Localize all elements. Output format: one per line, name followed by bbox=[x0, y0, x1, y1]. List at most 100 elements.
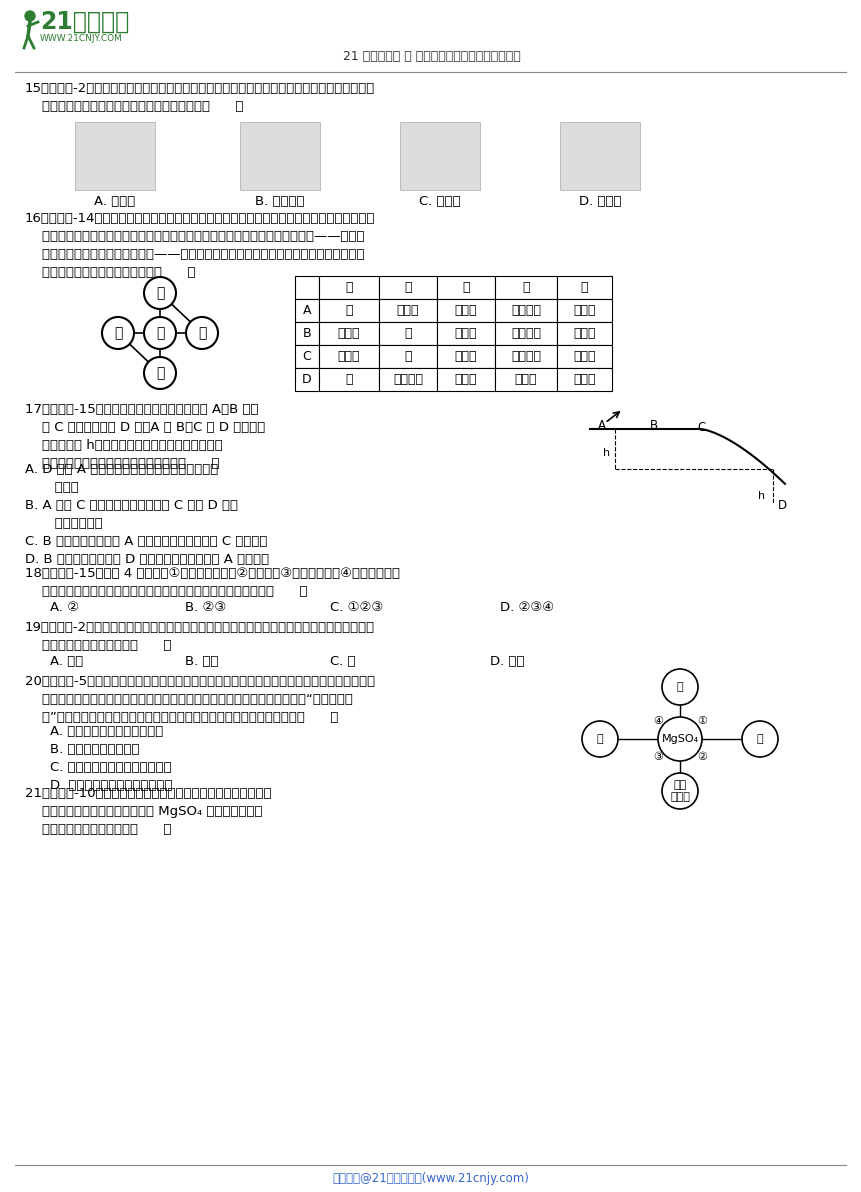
Text: 成饥饿或饱腹感的器官是（      ）: 成饥饿或饱腹感的器官是（ ） bbox=[25, 639, 171, 652]
Text: 到 C 点滑出下落至 D 点。A 和 B、C 和 D 之间的垂: 到 C 点滑出下落至 D 点。A 和 B、C 和 D 之间的垂 bbox=[25, 421, 265, 434]
Bar bbox=[319, 299, 379, 322]
Circle shape bbox=[25, 11, 35, 21]
Text: MgSO₄: MgSO₄ bbox=[661, 734, 698, 744]
Text: 氢氧化钡: 氢氧化钡 bbox=[393, 373, 423, 386]
Text: 中所选用的物质错误的是（      ）: 中所选用的物质错误的是（ ） bbox=[25, 822, 171, 836]
Bar bbox=[557, 322, 612, 344]
Text: 21 世纪教育网 － 中小学教育资源及组卷应用平台: 21 世纪教育网 － 中小学教育资源及组卷应用平台 bbox=[344, 50, 521, 63]
Text: A: A bbox=[303, 304, 311, 317]
Text: 丁: 丁 bbox=[114, 325, 122, 340]
Text: A. D 点与 A 点相比，动能增加，势能减少，机械: A. D 点与 A 点相比，动能增加，势能减少，机械 bbox=[25, 462, 218, 476]
Text: 16．（绍义-14）如图所示，围棋棋盘上有五枚棋子，代表铁、稀盐酸、氢氧化钡、碳酸钙、硝: 16．（绍义-14）如图所示，围棋棋盘上有五枚棋子，代表铁、稀盐酸、氢氧化钡、碳… bbox=[25, 212, 375, 225]
Circle shape bbox=[102, 317, 134, 349]
Text: 碳酸钙: 碳酸钙 bbox=[455, 304, 477, 317]
Text: 17．（绍义-15）如图，木块以一定的速度滑过 A、B 点，: 17．（绍义-15）如图，木块以一定的速度滑过 A、B 点， bbox=[25, 403, 258, 416]
Bar bbox=[437, 277, 495, 299]
Circle shape bbox=[662, 772, 698, 809]
Text: ②: ② bbox=[697, 752, 707, 762]
Text: h: h bbox=[603, 448, 610, 458]
Bar bbox=[295, 368, 319, 391]
Text: 少的重力势能: 少的重力势能 bbox=[25, 517, 102, 530]
Bar bbox=[400, 122, 480, 190]
Text: A: A bbox=[598, 420, 606, 432]
Bar bbox=[319, 368, 379, 391]
Text: A. 大脑: A. 大脑 bbox=[50, 654, 84, 668]
Text: 铁: 铁 bbox=[345, 304, 353, 317]
Text: 丙: 丙 bbox=[462, 281, 470, 294]
Text: h: h bbox=[758, 491, 765, 501]
Text: 版权所有@21世纪教育网(www.21cnjy.com): 版权所有@21世纪教育网(www.21cnjy.com) bbox=[332, 1172, 530, 1185]
Bar bbox=[437, 368, 495, 391]
Text: 21．（嘉舟-10）某同学在学习了金属及其化合物之间的转化规律: 21．（嘉舟-10）某同学在学习了金属及其化合物之间的转化规律 bbox=[25, 787, 271, 800]
Text: 稀盐酸: 稀盐酸 bbox=[573, 373, 596, 386]
Text: WWW.21CNJY.COM: WWW.21CNJY.COM bbox=[40, 35, 123, 43]
Bar bbox=[319, 344, 379, 368]
Text: 硝酸银: 硝酸银 bbox=[338, 350, 360, 364]
Circle shape bbox=[144, 356, 176, 389]
Text: C. B 点的动能可能等于 A 点的动能，但一定大于 C 点的动能: C. B 点的动能可能等于 A 点的动能，但一定大于 C 点的动能 bbox=[25, 535, 268, 548]
Bar bbox=[379, 299, 437, 322]
Text: 碳酸钙: 碳酸钙 bbox=[573, 327, 596, 340]
Text: D: D bbox=[778, 499, 787, 511]
Text: C: C bbox=[302, 350, 312, 364]
Text: D. B 点的动能可能等于 D 点的动能，但一定大于 A 点的动能: D. B 点的动能可能等于 D 点的动能，但一定大于 A 点的动能 bbox=[25, 553, 269, 566]
Bar bbox=[379, 277, 437, 299]
Text: 丁: 丁 bbox=[523, 281, 530, 294]
Text: 稀盐酸: 稀盐酸 bbox=[455, 327, 477, 340]
Bar bbox=[437, 299, 495, 322]
Text: D. 垃圾袋: D. 垃圾袋 bbox=[579, 195, 622, 207]
Text: 硝酸银: 硝酸银 bbox=[397, 304, 419, 317]
Text: 戊: 戊 bbox=[581, 281, 588, 294]
Text: 18．（湖州-15）现有 4 种试剂：①紫色石蕊试液；②稀硫酸；③碳酸钾溶液；④氯化钡溶液。: 18．（湖州-15）现有 4 种试剂：①紫色石蕊试液；②稀硫酸；③碳酸钾溶液；④… bbox=[25, 567, 400, 581]
Text: 戊: 戊 bbox=[156, 325, 164, 340]
Text: 直距离均为 h。若空气阻力忽略不计，则对木块在: 直距离均为 h。若空气阻力忽略不计，则对木块在 bbox=[25, 439, 223, 452]
Text: 后，绘制了可以通过一步反应取 MgSO₄ 的思维导图，其: 后，绘制了可以通过一步反应取 MgSO₄ 的思维导图，其 bbox=[25, 805, 263, 818]
Text: 铁: 铁 bbox=[405, 327, 412, 340]
Text: B. A 点到 C 点减少的重力势能大于 C 点到 D 点减: B. A 点到 C 点减少的重力势能大于 C 点到 D 点减 bbox=[25, 499, 238, 513]
Text: 沉淀。则下列对应关系正确的是（      ）: 沉淀。则下列对应关系正确的是（ ） bbox=[25, 266, 195, 279]
Text: B: B bbox=[303, 327, 312, 340]
Circle shape bbox=[742, 721, 778, 757]
Bar bbox=[319, 277, 379, 299]
Bar bbox=[437, 322, 495, 344]
Text: 21世纪教育: 21世纪教育 bbox=[40, 10, 129, 35]
Text: 碳酸钙: 碳酸钙 bbox=[455, 373, 477, 386]
Text: D: D bbox=[302, 373, 312, 386]
Bar bbox=[379, 322, 437, 344]
Bar bbox=[495, 299, 557, 322]
Text: 是小敏在江边检拾的垃圾，不属于有机物的是（      ）: 是小敏在江边检拾的垃圾，不属于有机物的是（ ） bbox=[25, 100, 244, 113]
Text: 料”。该新型塑料在投入工业生产前，以下不是科学家重点考虑的问题是（      ）: 料”。该新型塑料在投入工业生产前，以下不是科学家重点考虑的问题是（ ） bbox=[25, 710, 338, 724]
Text: 稀盐酸: 稀盐酸 bbox=[573, 304, 596, 317]
Text: 硝酸银: 硝酸银 bbox=[515, 373, 537, 386]
Text: 20．（嘉舟-5）二氧化碳气体既是温室效应的元凶，又是一种潜在的碳资源。实验室里，科学家: 20．（嘉舟-5）二氧化碳气体既是温室效应的元凶，又是一种潜在的碳资源。实验室里… bbox=[25, 675, 375, 688]
Text: 运动过程中能量变化的分析，正确的是（      ）: 运动过程中能量变化的分析，正确的是（ ） bbox=[25, 457, 220, 470]
Text: 已成功利用二氧化碳与环氧丙烷（一种简单有机物）在催化剂的作用下合成“二氧化碳塑: 已成功利用二氧化碳与环氧丙烷（一种简单有机物）在催化剂的作用下合成“二氧化碳塑 bbox=[25, 693, 353, 706]
Text: D. ②③④: D. ②③④ bbox=[500, 601, 554, 614]
Text: B: B bbox=[650, 420, 658, 432]
Text: B. 新型塑料是否可降解: B. 新型塑料是否可降解 bbox=[50, 743, 139, 756]
Text: B. ②③: B. ②③ bbox=[185, 601, 226, 614]
Bar bbox=[495, 344, 557, 368]
Bar bbox=[495, 368, 557, 391]
Text: 19．（嘉舟-2）饥饿的时候，我们有时会听到肚子咕咕叫；吃饱的时候，我们有时感觉很撑。形: 19．（嘉舟-2）饥饿的时候，我们有时会听到肚子咕咕叫；吃饱的时候，我们有时感觉… bbox=[25, 621, 375, 634]
Text: 铁: 铁 bbox=[405, 350, 412, 364]
Text: ①: ① bbox=[697, 716, 707, 726]
Text: C: C bbox=[697, 421, 705, 434]
Text: 碳酸钙: 碳酸钙 bbox=[455, 350, 477, 364]
Bar bbox=[379, 368, 437, 391]
Bar bbox=[495, 277, 557, 299]
Circle shape bbox=[144, 317, 176, 349]
Bar bbox=[295, 299, 319, 322]
Bar bbox=[319, 322, 379, 344]
Text: B. 脊髓: B. 脊髓 bbox=[185, 654, 219, 668]
Bar bbox=[557, 344, 612, 368]
Text: 氢氧化钡: 氢氧化钡 bbox=[511, 304, 541, 317]
Text: 氢氧化钡: 氢氧化钡 bbox=[511, 350, 541, 364]
Text: C. 胃: C. 胃 bbox=[330, 654, 356, 668]
Text: 15．（绍义-2）青山绿水就是金山银山，捡拾垃圾是有助于减少环境污染的一种简单方法。以下: 15．（绍义-2）青山绿水就是金山银山，捡拾垃圾是有助于减少环境污染的一种简单方… bbox=[25, 82, 375, 95]
Text: C. 易拉罐: C. 易拉罐 bbox=[419, 195, 461, 207]
Bar bbox=[295, 344, 319, 368]
Text: A. 塑料瓶: A. 塑料瓶 bbox=[95, 195, 136, 207]
Bar bbox=[437, 344, 495, 368]
Text: 乙: 乙 bbox=[405, 281, 412, 294]
